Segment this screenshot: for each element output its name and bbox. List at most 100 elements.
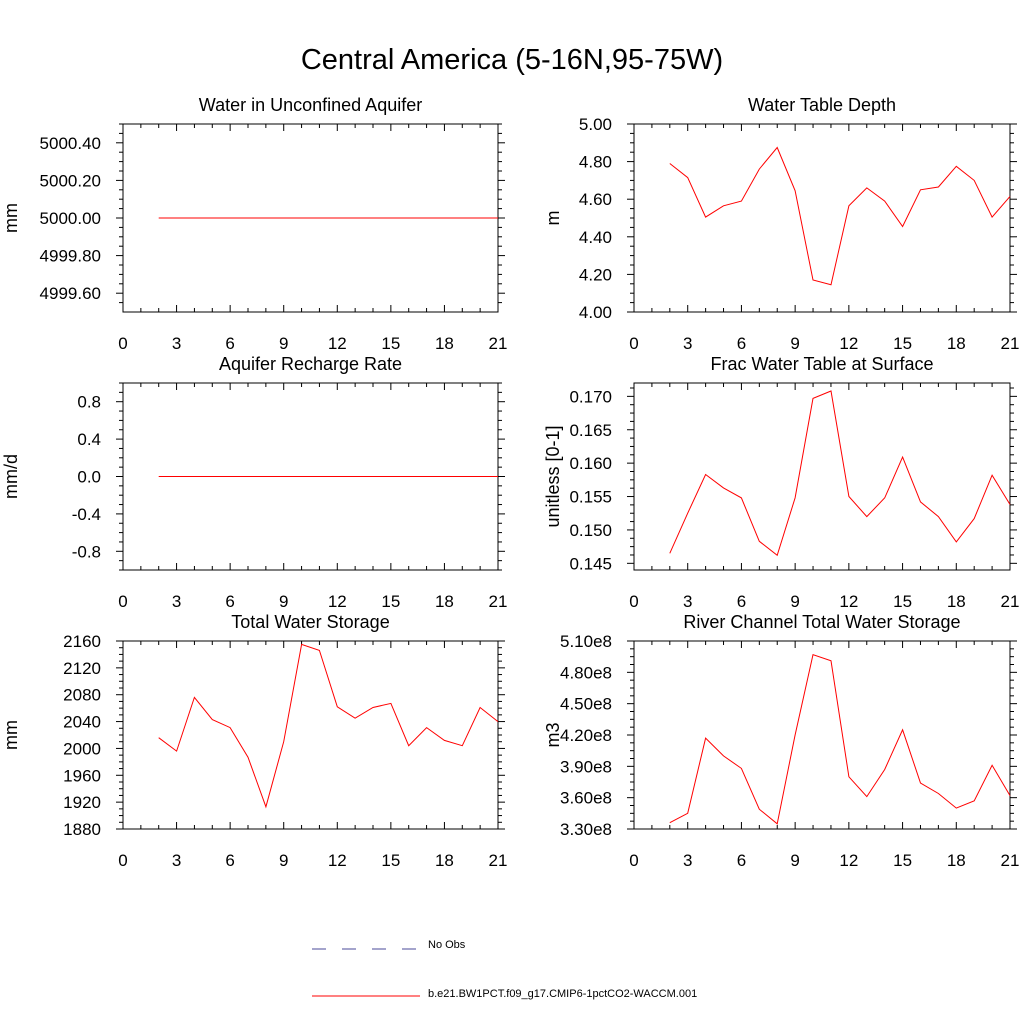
x-tick-label: 9 [790,592,799,611]
x-tick-label: 21 [1001,334,1020,353]
legend-dashed-line-swatch [312,948,420,950]
y-tick-label: 2120 [63,659,101,678]
y-tick-label: 3.90e8 [560,757,612,776]
y-axis-label: mm/d [1,454,21,499]
y-tick-label: 0.8 [77,393,101,412]
panel-title: Aquifer Recharge Rate [219,354,402,374]
panel-title: Frac Water Table at Surface [710,354,933,374]
series-line [669,390,1011,557]
legend-label: b.e21.BW1PCT.f09_g17.CMIP6-1pctCO2-WACCM… [428,988,698,1000]
y-tick-label: 2040 [63,713,101,732]
panel-title: River Channel Total Water Storage [683,612,960,632]
x-tick-label: 15 [893,334,912,353]
plot-frame [633,123,1011,313]
y-tick-label: 0.4 [77,430,101,449]
x-tick-label: 9 [790,334,799,353]
y-tick-label: 1880 [63,820,101,839]
x-tick-label: 0 [629,851,638,870]
y-tick-label: 5000.00 [40,209,101,228]
panel-1: Water in Unconfined Aquifer 0 3 6 9 12 15 18 21 4… [1,95,507,353]
x-tick-label: 12 [328,334,347,353]
y-tick-label: 4.50e8 [560,695,612,714]
y-tick-label: 0.160 [569,454,612,473]
x-tick-label: 15 [381,592,400,611]
series-line [158,643,499,809]
x-tick-label: 0 [118,334,127,353]
x-tick-label: 6 [225,592,234,611]
x-tick-label: 6 [737,851,746,870]
y-axis-label: m [543,211,563,226]
x-tick-label: 0 [629,592,638,611]
y-axis-label: m3 [543,722,563,747]
x-tick-label: 12 [839,592,858,611]
y-tick-label: 3.30e8 [560,820,612,839]
x-tick-label: 0 [118,592,127,611]
series-line [669,653,1011,825]
y-axis-label: mm [1,720,21,750]
x-tick-label: 18 [435,851,454,870]
panel-2: Water Table Depth 0 3 6 9 12 15 18 21 4.00 4.20 4.4… [543,95,1019,353]
figure-title: Central America (5-16N,95-75W) [300,44,724,76]
x-tick-label: 12 [839,851,858,870]
x-tick-label: 3 [683,851,692,870]
y-tick-label: 5000.40 [40,134,101,153]
y-tick-label: 0.150 [569,521,612,540]
panel-5: Total Water Storage 0 3 6 9 12 15 18 21 1880 1920 1… [1,612,507,870]
y-tick-label: 4999.60 [40,284,101,303]
y-tick-label: 1920 [63,793,101,812]
y-tick-label: 2080 [63,686,101,705]
plot-frame [122,640,499,830]
y-tick-label: 5.10e8 [560,632,612,651]
x-tick-label: 3 [683,334,692,353]
y-tick-label: -0.8 [72,542,101,561]
x-tick-label: 18 [435,592,454,611]
x-tick-label: 15 [381,851,400,870]
panel-6: River Channel Total Water Storage 0 3 6 9 12 1… [543,612,1019,870]
x-tick-label: 6 [737,334,746,353]
panel-3: Aquifer Recharge Rate 0 3 6 9 12 15 18 21 -0.8 -0.… [1,354,507,611]
x-tick-label: 0 [629,334,638,353]
x-tick-label: 18 [947,851,966,870]
x-tick-label: 21 [1001,851,1020,870]
x-tick-label: 18 [947,592,966,611]
y-tick-label: 4.80 [579,153,612,172]
y-tick-label: 3.60e8 [560,789,612,808]
x-tick-label: 6 [225,334,234,353]
y-axis-label: unitless [0-1] [543,425,563,527]
x-tick-label: 6 [225,851,234,870]
x-tick-label: 21 [489,851,508,870]
y-tick-label: 2000 [63,739,101,758]
x-tick-label: 6 [737,592,746,611]
y-tick-label: 0.0 [77,468,101,487]
x-tick-label: 3 [172,334,181,353]
y-tick-label: 2160 [63,632,101,651]
panel-title: Water Table Depth [748,95,896,115]
x-tick-label: 0 [118,851,127,870]
x-tick-label: 3 [172,592,181,611]
legend-solid-line-swatch [312,995,420,997]
y-tick-label: 4.40 [579,228,612,247]
series-line [669,146,1011,286]
x-tick-label: 15 [381,334,400,353]
x-tick-label: 9 [279,592,288,611]
x-tick-label: 12 [328,851,347,870]
y-tick-label: 0.170 [569,387,612,406]
y-tick-label: 0.145 [569,554,612,573]
x-tick-label: 3 [172,851,181,870]
x-tick-label: 9 [279,851,288,870]
x-tick-label: 18 [435,334,454,353]
y-tick-label: 5.00 [579,115,612,134]
y-tick-label: 4.60 [579,190,612,209]
panel-title: Total Water Storage [231,612,389,632]
x-tick-label: 21 [1001,592,1020,611]
y-tick-label: 4.20 [579,265,612,284]
x-tick-label: 9 [279,334,288,353]
y-tick-label: 0.155 [569,488,612,507]
x-tick-label: 18 [947,334,966,353]
y-tick-label: 4999.80 [40,247,101,266]
x-tick-label: 12 [328,592,347,611]
y-tick-label: 4.00 [579,303,612,322]
y-tick-label: -0.4 [72,505,101,524]
x-tick-label: 15 [893,592,912,611]
